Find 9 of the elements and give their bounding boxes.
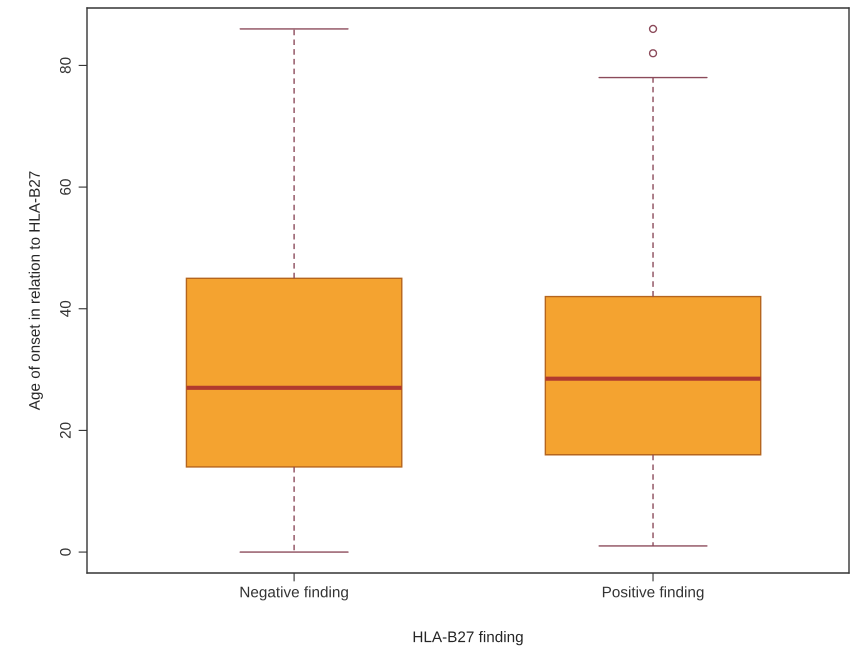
x-tick-label: Negative finding bbox=[240, 586, 348, 600]
y-tick-label: 20 bbox=[60, 422, 71, 438]
y-tick-label: 0 bbox=[60, 548, 71, 556]
x-tick-label: Positive finding bbox=[602, 586, 704, 600]
y-tick-label: 40 bbox=[60, 300, 71, 317]
y-axis-title: Age of onset in relation to HLA-B27 bbox=[28, 172, 43, 410]
y-tick-label: 60 bbox=[60, 179, 71, 195]
y-tick-label: 80 bbox=[60, 58, 71, 74]
x-axis-title: HLA-B27 finding bbox=[414, 630, 523, 646]
